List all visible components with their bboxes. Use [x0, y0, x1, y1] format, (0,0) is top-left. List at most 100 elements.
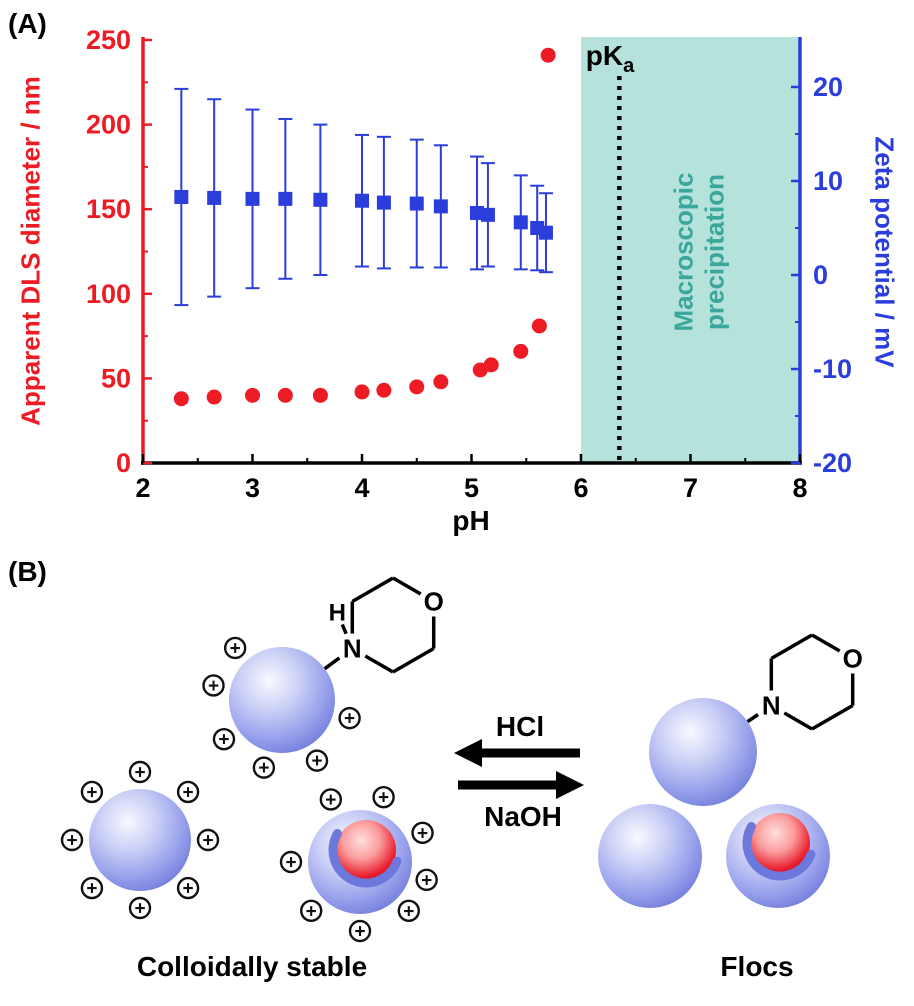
positive-charge-icon: +	[305, 749, 329, 772]
charge-circle	[223, 636, 247, 660]
charge-plus: +	[134, 763, 145, 784]
x-tick-label: 5	[464, 473, 479, 503]
zeta-point	[313, 192, 328, 207]
charge-circle	[202, 674, 225, 697]
positive-charge-icon: +	[176, 780, 200, 803]
dls-point	[245, 387, 260, 403]
charge-plus: +	[86, 782, 97, 803]
pka-text: pK	[585, 40, 624, 72]
charge-plus: +	[202, 831, 213, 852]
positive-charge-icon: +	[252, 756, 276, 779]
dls-point	[483, 357, 499, 373]
charge-plus: +	[208, 676, 219, 697]
zeta-point	[174, 189, 189, 204]
charge-circle	[415, 868, 438, 892]
nanoparticle-sphere	[229, 647, 335, 753]
zeta-point	[376, 195, 391, 210]
dls-point	[277, 387, 293, 403]
positive-charge-icon: +	[60, 828, 84, 852]
zeta-point	[513, 215, 528, 230]
zeta-point	[355, 193, 369, 208]
positive-charge-icon: +	[411, 821, 434, 844]
charge-circle	[319, 788, 343, 811]
charge-circle	[252, 756, 276, 779]
nanoparticle-sphere	[649, 698, 757, 806]
charge-plus: +	[417, 823, 428, 844]
right-tick-label: -10	[813, 354, 852, 384]
charge-plus: +	[183, 879, 194, 900]
zeta-point	[433, 199, 448, 214]
ring-bond	[770, 633, 813, 661]
base-label: NaOH	[484, 801, 562, 832]
nanoparticle-sphere	[89, 789, 191, 891]
positive-charge-icon: +	[338, 706, 361, 730]
charge-plus: +	[218, 730, 229, 751]
charge-plus: +	[285, 853, 296, 874]
dls-point	[312, 387, 328, 403]
atom-label-nitrogen: N	[343, 634, 362, 664]
left-tick-label: 0	[116, 448, 131, 478]
positive-charge-icon: +	[128, 896, 152, 920]
arrowhead-right	[556, 771, 584, 799]
charge-plus: +	[258, 758, 269, 779]
region-label-line2: precipitation	[699, 173, 729, 331]
charge-circle	[338, 706, 361, 730]
sphere-bond	[746, 713, 760, 724]
charge-plus: +	[344, 709, 355, 730]
morpholine-ring: ON	[746, 633, 863, 731]
dls-point	[376, 382, 392, 398]
positive-charge-icon: +	[397, 899, 420, 922]
left-tick-label: 150	[86, 194, 131, 224]
zeta-point	[480, 207, 495, 222]
caption-colloidally-stable: Colloidally stable	[136, 951, 368, 982]
charge-circle	[300, 899, 323, 922]
positive-charge-icon: +	[196, 828, 220, 852]
x-tick-label: 7	[683, 473, 698, 503]
pka-annotation: pKa	[586, 40, 634, 78]
n-h-bond	[340, 623, 348, 635]
charge-circle	[279, 850, 303, 874]
dls-point	[531, 318, 547, 334]
charge-circle	[196, 828, 220, 852]
positive-charge-icon: +	[372, 785, 395, 809]
ring-bond	[351, 576, 394, 604]
positive-charge-icon: +	[80, 780, 104, 803]
ring-bond	[783, 711, 813, 731]
left-axis-title: Apparent DLS diameter / nm	[15, 76, 46, 426]
atom-label-oxygen: O	[424, 587, 444, 617]
ring-bond	[364, 654, 394, 674]
panel-a-label: (A)	[8, 8, 47, 39]
core-sphere	[750, 813, 810, 873]
x-axis-title: pH	[452, 505, 490, 536]
charge-plus: +	[183, 782, 194, 803]
shell-rim	[328, 829, 402, 888]
right-tick-label: 10	[813, 166, 843, 196]
right-tick-label: -20	[813, 448, 852, 478]
positive-charge-icon: +	[202, 674, 225, 697]
panel-b-label: (B)	[8, 556, 47, 587]
zeta-point	[469, 205, 484, 220]
nanoparticle-sphere	[598, 804, 702, 908]
positive-charge-icon: +	[415, 868, 438, 892]
left-tick-label: 100	[86, 279, 131, 309]
charge-circle	[176, 876, 200, 900]
positive-charge-icon: +	[348, 919, 372, 943]
charge-circle	[397, 899, 420, 922]
dls-point	[206, 389, 222, 405]
sphere-bond	[323, 656, 341, 671]
x-tick-label: 3	[245, 473, 260, 503]
right-axis-title: Zeta potential / mV	[869, 136, 900, 368]
charge-plus: +	[230, 638, 241, 659]
caption-flocs: Flocs	[720, 951, 794, 982]
dls-point	[409, 379, 425, 395]
charge-circle	[60, 828, 84, 852]
dls-point	[513, 343, 529, 359]
shell-rim	[742, 822, 816, 881]
charge-plus: +	[378, 788, 389, 809]
left-tick-label: 200	[86, 110, 131, 140]
arrowhead-left	[454, 739, 482, 767]
charge-plus: +	[306, 901, 317, 922]
dls-point	[173, 391, 189, 407]
ring-bond	[392, 646, 435, 674]
